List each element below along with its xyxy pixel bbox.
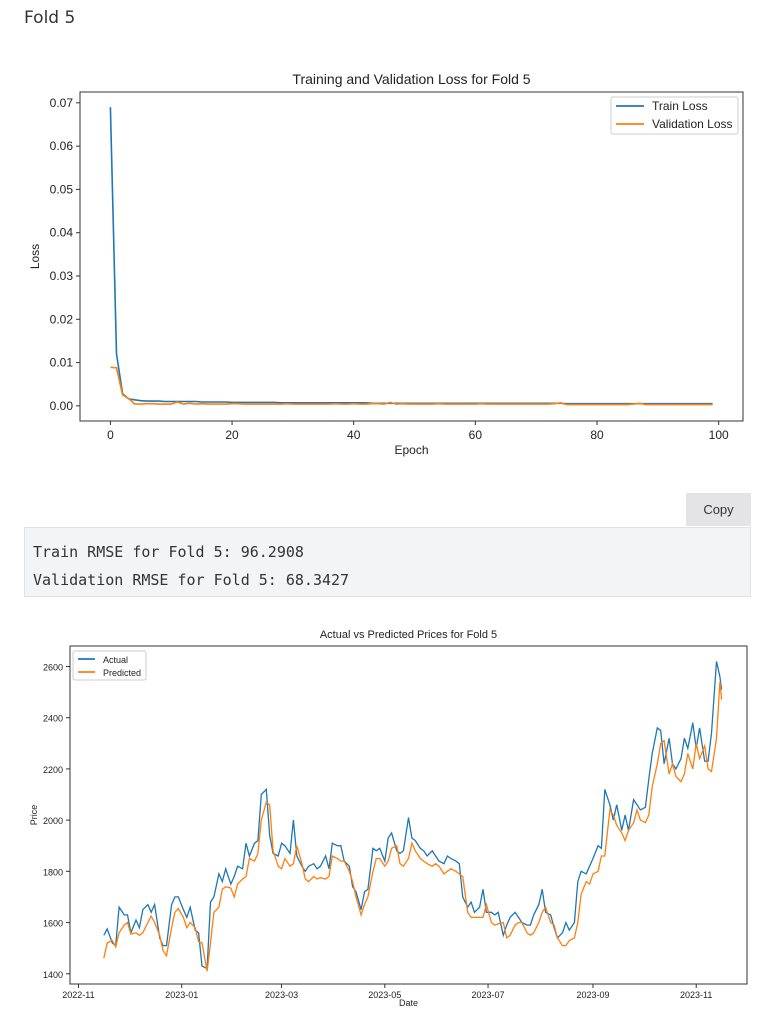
x-tick-label: 20: [225, 428, 239, 442]
y-tick-label: 1600: [43, 919, 63, 929]
y-tick-label: 0.00: [50, 399, 74, 413]
copy-button[interactable]: Copy: [686, 493, 751, 526]
series-line-first: [109, 107, 713, 405]
output-line: Train RMSE for Fold 5: 96.2908: [33, 543, 304, 561]
y-tick-label: 0.01: [50, 356, 74, 370]
y-tick-label: 0.03: [50, 269, 74, 283]
x-axis-label: Epoch: [394, 443, 428, 457]
series-line-second: [110, 366, 713, 406]
y-tick-label: 0.05: [50, 182, 74, 196]
x-tick-label: 100: [709, 428, 729, 442]
y-tick-label: 0.02: [50, 312, 74, 326]
legend-label: Actual: [103, 655, 128, 665]
y-tick-label: 1800: [43, 867, 63, 877]
legend-label: Train Loss: [652, 99, 708, 113]
series-line-second: [103, 681, 723, 972]
x-tick-label: 2023-05: [368, 990, 401, 1000]
x-tick-label: 60: [469, 428, 483, 442]
x-axis-label: Date: [399, 998, 418, 1008]
y-tick-label: 2200: [43, 765, 63, 775]
x-tick-label: 2023-03: [265, 990, 298, 1000]
y-tick-label: 2400: [43, 714, 63, 724]
y-tick-label: 1400: [43, 970, 63, 980]
x-tick-label: 80: [590, 428, 604, 442]
chart-title: Training and Validation Loss for Fold 5: [292, 71, 530, 87]
series-line-first: [103, 661, 723, 970]
x-tick-label: 2023-01: [165, 990, 198, 1000]
x-tick-label: 2023-11: [680, 990, 712, 1000]
price-chart: Actual vs Predicted Prices for Fold 5 Dat…: [29, 629, 748, 1008]
legend-label: Predicted: [103, 668, 141, 678]
x-tick-label: 40: [347, 428, 361, 442]
y-axis-label: Loss: [28, 244, 42, 269]
y-axis-label: Price: [29, 805, 39, 826]
y-tick-label: 2000: [43, 816, 63, 826]
x-tick-label: 2022-11: [62, 990, 94, 1000]
section-heading: Fold 5: [24, 8, 76, 28]
plot-frame: [79, 91, 744, 422]
x-tick-label: 2023-09: [576, 990, 609, 1000]
plot-frame: [69, 645, 748, 985]
x-tick-label: 0: [107, 428, 114, 442]
y-tick-label: 0.04: [50, 226, 74, 240]
output-block: Train RMSE for Fold 5: 96.2908 Validation…: [24, 527, 751, 597]
y-tick-label: 0.06: [50, 139, 74, 153]
x-tick-label: 2023-07: [472, 990, 505, 1000]
output-line: Validation RMSE for Fold 5: 68.3427: [33, 571, 350, 589]
loss-chart: Training and Validation Loss for Fold 5 E…: [28, 71, 744, 457]
chart-title: Actual vs Predicted Prices for Fold 5: [320, 629, 497, 641]
legend-label: Validation Loss: [652, 117, 733, 131]
y-tick-label: 2600: [43, 662, 63, 672]
y-tick-label: 0.07: [50, 96, 74, 110]
